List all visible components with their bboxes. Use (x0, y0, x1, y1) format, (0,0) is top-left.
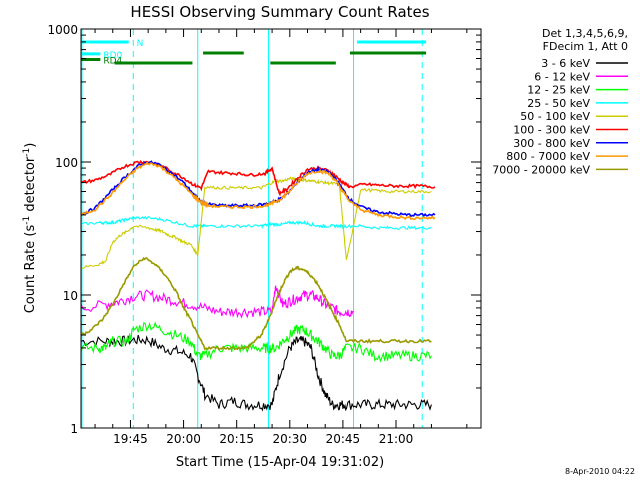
y-axis-label-sup1: -1 (22, 216, 32, 225)
annotation-label: RD0 (103, 51, 122, 61)
y-axis-label-main: Count Rate (s (23, 225, 38, 314)
legend-label: 800 - 7000 keV (506, 150, 590, 163)
x-tick-label: 21:00 (379, 432, 414, 446)
legend-label: 12 - 25 keV (527, 84, 590, 97)
series-line-12-25-kev (80, 321, 432, 363)
y-axis-label-end: ) (23, 143, 38, 148)
chart-title: HESSI Observing Summary Count Rates (130, 3, 429, 21)
annotation-label: RD4 (103, 56, 122, 66)
x-tick-label: 20:15 (219, 432, 254, 446)
series-line-25-50-kev (80, 215, 432, 231)
plot-area (80, 29, 436, 428)
plot-frame (80, 28, 482, 429)
y-tick-label: 1 (70, 422, 78, 436)
axes: 19:45 20:00 20:15 20:30 20:45 21:00 1 10 100 1000 (47, 23, 482, 446)
annotation-label: N (137, 39, 144, 49)
legend: Det 1,3,4,5,6,9, FDecim 1, Att 0 3 - 6 k… (492, 27, 628, 176)
x-tick-label: 20:45 (326, 432, 361, 446)
legend-header-line-2: FDecim 1, Att 0 (543, 40, 628, 53)
y-axis-label-mid: detector (23, 156, 38, 216)
x-tick-label: 20:00 (166, 432, 201, 446)
legend-label: 300 - 800 keV (513, 137, 590, 150)
y-tick-label: 10 (63, 289, 78, 303)
x-axis-label: Start Time (15-Apr-04 19:31:02) (176, 455, 384, 470)
legend-label: 3 - 6 keV (541, 57, 590, 70)
legend-label: 25 - 50 keV (527, 97, 590, 110)
legend-label: 6 - 12 keV (534, 70, 590, 83)
y-tick-label: 1000 (47, 23, 78, 37)
series-line-6-12-kev (80, 285, 354, 319)
y-tick-label: 100 (55, 156, 78, 170)
series-line-50-100-kev (80, 176, 432, 270)
series-line-800-7000-kev (80, 161, 436, 221)
footer-date: 8-Apr-2010 04:22 (565, 467, 635, 476)
series-line-7000-20000-kev (80, 256, 432, 351)
legend-header-line-1: Det 1,3,4,5,6,9, (542, 27, 628, 40)
x-tick-label: 20:30 (272, 432, 307, 446)
y-axis-label-sup2: -1 (22, 148, 32, 157)
legend-label: 7000 - 20000 keV (492, 163, 590, 176)
legend-label: 100 - 300 keV (513, 124, 590, 137)
legend-label: 50 - 100 keV (520, 110, 590, 123)
x-tick-label: 19:45 (113, 432, 148, 446)
series-line-3-6-kev (80, 334, 432, 412)
y-axis-label: Count Rate (s-1 detector-1) (22, 143, 38, 314)
